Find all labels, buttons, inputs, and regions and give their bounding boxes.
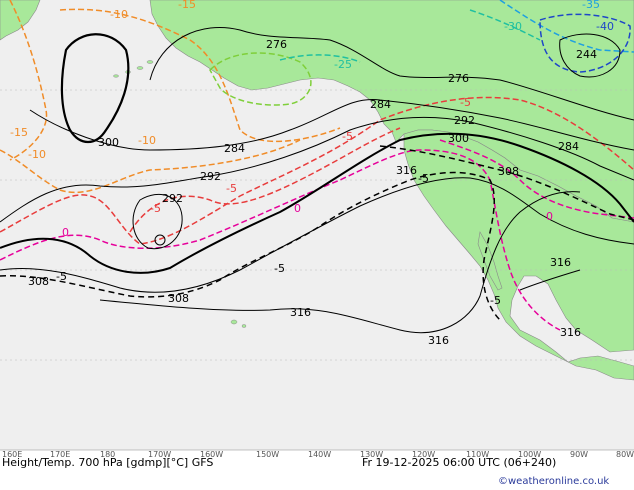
lon-tick: 150W: [256, 450, 279, 459]
temp-labels: -10 -10 -10 -15 -15 -25 -5 -5 -5 -5 0 0 …: [10, 0, 614, 307]
lon-tick: 100W: [518, 450, 541, 459]
temp-label: -35: [582, 0, 600, 11]
height-label: 276: [266, 38, 287, 51]
height-labels: 276 276 284 284 284 292 292 292 300 300 …: [28, 38, 597, 347]
temp-contour-0: [0, 149, 561, 331]
temp-label: -5: [460, 96, 471, 109]
height-contour-284: [29, 98, 634, 151]
temp-contour-minus40: [539, 13, 631, 73]
temp-label: -10: [110, 8, 128, 21]
temp-contour-minus25: [279, 54, 361, 63]
temp-label: -40: [596, 20, 614, 33]
map-title: Height/Temp. 700 hPa [gdmp][°C] GFS: [2, 456, 213, 469]
height-contours: [0, 26, 634, 334]
height-label: 292: [200, 170, 221, 183]
temp-label: -5: [418, 172, 429, 185]
height-contour-292: [0, 116, 634, 223]
height-contour-316b: [519, 269, 581, 291]
height-label: 292: [162, 192, 183, 205]
footer-strip: [0, 450, 634, 490]
temp-contour-minus15: [9, 0, 48, 161]
height-low-center: [154, 234, 166, 246]
temp-label: -15: [178, 0, 196, 11]
temp-contour-minus20: [209, 52, 312, 106]
height-label: 244: [576, 48, 597, 61]
temp-label: -10: [28, 148, 46, 161]
lon-tick: 110W: [466, 450, 489, 459]
height-label: 292: [454, 114, 475, 127]
height-contour-292-low: [132, 193, 183, 250]
lon-tick: 140W: [308, 450, 331, 459]
temp-label: -5: [226, 182, 237, 195]
valid-time: Fr 19-12-2025 06:00 UTC (06+240): [362, 456, 556, 469]
temp-label: -10: [138, 134, 156, 147]
temp-label: -5: [490, 294, 501, 307]
height-label: 284: [224, 142, 245, 155]
lon-tick: 170W: [148, 450, 171, 459]
longitude-ticks: 160E 170E 180 170W 160W 150W 140W 130W 1…: [2, 450, 634, 459]
temp-contour-minus30: [469, 9, 541, 41]
temp-label: -5: [150, 202, 161, 215]
height-label: 284: [558, 140, 579, 153]
land-usa-mexico: [403, 129, 634, 381]
lon-tick: 80W: [616, 450, 634, 459]
land-baja: [477, 231, 503, 291]
height-label: 308: [28, 275, 49, 288]
temp-label: -5: [342, 130, 353, 143]
temp-label: -5: [274, 262, 285, 275]
height-contour-316: [99, 191, 581, 334]
lon-tick: 120W: [412, 450, 435, 459]
lon-tick: 130W: [360, 450, 383, 459]
height-contour-300: [0, 132, 634, 274]
height-label: 308: [498, 165, 519, 178]
height-label: 276: [448, 72, 469, 85]
height-label: 300: [448, 132, 469, 145]
temp-contour-minus5: [0, 96, 634, 245]
height-label: 316: [428, 334, 449, 347]
height-contour-300-low: [60, 33, 130, 144]
height-contour-276: [149, 26, 634, 121]
temp-label: 0: [294, 202, 301, 215]
graticule: [0, 89, 634, 361]
temp-contour-minus35: [499, 0, 634, 53]
temp-contour-minus10: [59, 8, 341, 143]
lon-tick: 180: [100, 450, 115, 459]
lon-tick: 160W: [200, 450, 223, 459]
height-label: 300: [98, 136, 119, 149]
temp-label: -30: [504, 20, 522, 33]
lon-tick: 90W: [570, 450, 588, 459]
lon-tick: 160E: [2, 450, 22, 459]
temp-label: -25: [334, 58, 352, 71]
height-label: 308: [168, 292, 189, 305]
temp-label: 0: [62, 226, 69, 239]
credit-text: ©weatheronline.co.uk: [498, 476, 609, 487]
height-contour-244: [559, 33, 621, 78]
temp-contours: [0, 0, 634, 331]
height-label: 316: [396, 164, 417, 177]
lon-tick: 170E: [50, 450, 70, 459]
height-label: 316: [290, 306, 311, 319]
temp-label: 0: [546, 210, 553, 223]
temp-contour-minus10b: [0, 139, 301, 194]
temp-label: -5: [56, 270, 67, 283]
temp-contour-minus5b: [129, 127, 401, 233]
height-label: 316: [550, 256, 571, 269]
height-label: 284: [370, 98, 391, 111]
height-label: 316: [560, 326, 581, 339]
height-contour-308: [0, 177, 634, 293]
temp-label: -15: [10, 126, 28, 139]
hawaii-islands: [230, 319, 247, 328]
temp-contour-plus5: [0, 145, 634, 321]
temp-contour-0b: [439, 139, 634, 219]
